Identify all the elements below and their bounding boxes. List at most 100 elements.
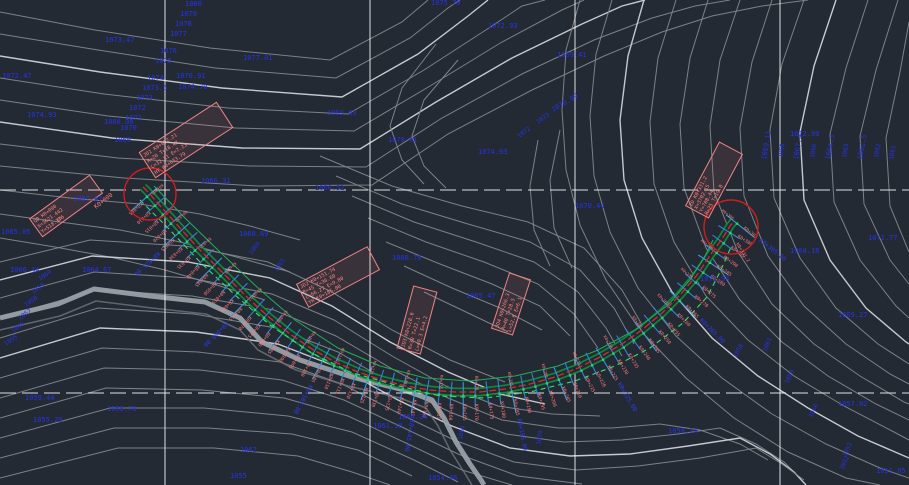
station-label-red: K0+170	[473, 404, 479, 421]
edge-marker	[661, 316, 664, 320]
cross-section-tick	[520, 375, 527, 401]
station-label-red: K0+135	[383, 394, 393, 412]
station-label-red-inner: K0+215	[572, 351, 583, 367]
edge-marker	[735, 222, 739, 225]
cross-section-tick	[311, 347, 331, 380]
edge-marker	[193, 249, 197, 252]
edge-marker	[498, 392, 501, 395]
station-label-red-inner: K0+230	[602, 334, 614, 349]
station-label-red: K0+195	[536, 393, 546, 411]
station-label-red: K0+140	[395, 397, 405, 415]
station-label-red-inner: K0+140	[403, 370, 411, 386]
cross-section-tick	[387, 372, 396, 398]
elevation-label: 1079	[180, 10, 197, 18]
elevation-label: 1072.94	[700, 275, 730, 283]
cross-section-tick	[725, 214, 755, 238]
edge-marker	[202, 258, 205, 261]
edge-marker	[236, 291, 239, 295]
curve-data-boxes: JD1 K0+052.21R=20 T=18.42L=32.81 E=7.23H…	[28, 101, 744, 355]
edge-marker	[227, 283, 231, 286]
edge-marker	[343, 369, 347, 372]
elevation-label: 1065.05	[1, 228, 31, 236]
elevation-label: 1061.18	[373, 422, 403, 430]
cross-section-tick	[130, 187, 158, 212]
existing-road-line	[0, 286, 487, 485]
edge-marker	[591, 364, 594, 367]
elevation-label: 1072.47	[2, 72, 32, 80]
cross-section-tick	[375, 369, 385, 394]
elevation-label: 1066	[809, 143, 818, 159]
edge-marker	[425, 392, 428, 395]
station-label-red: K0+150	[421, 401, 430, 419]
cross-section-tick	[196, 257, 223, 284]
edge-marker	[153, 204, 157, 208]
edge-marker	[545, 382, 549, 385]
edge-marker	[449, 394, 453, 397]
elevation-label: 1068	[777, 143, 786, 159]
elevation-label: 1076	[160, 47, 177, 55]
edge-marker	[311, 352, 314, 356]
edge-marker	[244, 300, 248, 303]
elevation-label: 1068.08	[104, 118, 134, 126]
elevation-label: 1066.31	[201, 177, 231, 185]
station-label-red: K0+205	[560, 386, 572, 404]
curve-data-box-frame	[295, 246, 381, 308]
edge-marker	[622, 346, 626, 349]
cross-section-tick	[351, 362, 363, 386]
elevation-label: 1072.99	[790, 130, 820, 138]
edge-marker	[568, 374, 572, 377]
cross-section-tick	[410, 377, 418, 414]
elevation-label: 1070.61	[388, 136, 418, 144]
edge-marker	[534, 385, 537, 388]
cross-section-tick	[268, 321, 292, 351]
elevation-label: 1072.93	[488, 22, 518, 30]
cross-section-tick	[712, 234, 733, 251]
edge-marker	[678, 299, 681, 303]
elevation-label: 1070.44	[575, 202, 605, 210]
station-label-red: K0+175	[487, 403, 495, 420]
red-note: QD	[56, 215, 64, 223]
cross-section-tick	[691, 264, 713, 280]
cross-section-tick	[340, 357, 352, 382]
edge-marker	[557, 378, 561, 381]
elevation-label: 1064.67	[82, 266, 112, 274]
edge-marker	[612, 352, 615, 355]
elevation-label: 1059	[535, 430, 544, 446]
station-label-red: K0+190	[523, 396, 532, 414]
station-label-red: K0+160	[447, 404, 454, 421]
cross-section-tick	[399, 375, 407, 401]
cross-section-tick	[295, 335, 311, 357]
elevation-label: 1074	[147, 74, 164, 82]
elevation-label: 1080	[185, 0, 202, 8]
elevation-label: 1069.27	[838, 311, 868, 319]
edge-marker	[262, 316, 266, 320]
station-label-red-inner: K0+170	[474, 376, 479, 391]
edge-marker	[632, 339, 636, 342]
edge-marker	[219, 274, 222, 278]
elevation-label: 1057.02	[838, 400, 868, 408]
elevation-label: 1055.29	[33, 416, 63, 424]
edge-marker	[686, 290, 690, 293]
edge-marker	[702, 271, 705, 274]
cross-section-tick	[360, 366, 373, 401]
elevation-label: 1063	[841, 143, 850, 159]
alignment-end-circle	[703, 199, 759, 255]
cross-section-tick	[542, 369, 551, 395]
cross-section-tick	[625, 328, 641, 350]
elevation-label: 1078	[175, 20, 192, 28]
elevation-label: 1062	[240, 446, 257, 454]
station-label-red-inner: K0+185	[507, 371, 515, 387]
edge-marker	[474, 394, 477, 398]
cross-section-tick	[485, 381, 490, 407]
station-label-red-inner: K0+200	[541, 363, 550, 379]
cross-section-tick	[574, 357, 587, 381]
curve-data-box-frame	[28, 174, 104, 238]
elevation-label: 1051.05	[876, 467, 906, 475]
cross-section-tick	[497, 379, 502, 405]
edge-marker	[670, 308, 673, 311]
curve-data-box-frame	[138, 101, 234, 179]
cross-section-tick	[162, 222, 190, 248]
cross-section-tick	[616, 335, 630, 358]
